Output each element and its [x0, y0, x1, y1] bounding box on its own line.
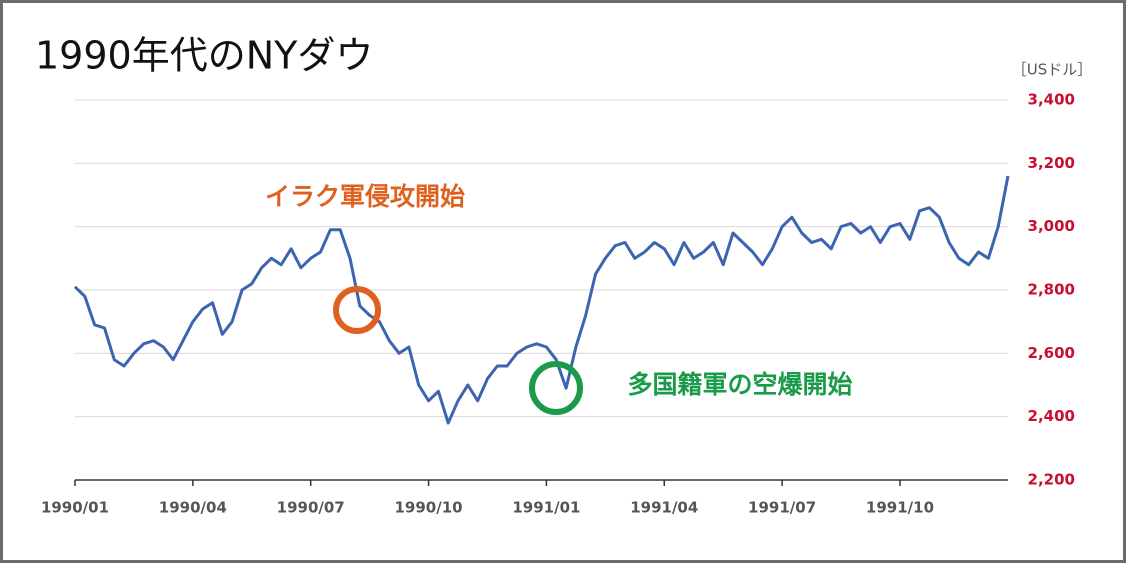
x-tick-label: 1991/01	[512, 499, 580, 517]
y-tick-label: 2,400	[1028, 407, 1075, 425]
y-tick-label: 2,800	[1028, 281, 1075, 299]
x-tick-label: 1991/04	[630, 499, 698, 517]
y-tick-label: 2,200	[1028, 471, 1075, 489]
x-tick-label: 1990/10	[395, 499, 463, 517]
annotation: 多国籍軍の空爆開始	[627, 370, 852, 399]
annotation-circle	[529, 361, 583, 415]
x-tick-label: 1990/07	[277, 499, 345, 517]
annotation-circle	[333, 286, 381, 334]
y-tick-label: 2,600	[1028, 344, 1075, 362]
x-tick-label: 1991/07	[748, 499, 816, 517]
line-series	[73, 175, 1010, 425]
x-tick-label: 1990/04	[159, 499, 227, 517]
y-tick-label: 3,000	[1028, 217, 1075, 235]
annotation: イラク軍侵攻開始	[265, 182, 465, 211]
y-tick-label: 3,200	[1028, 154, 1075, 172]
chart-title: 1990年代のNYダウ	[35, 34, 373, 78]
y-tick-label: 3,400	[1028, 91, 1075, 109]
y-axis-label: ［USドル］	[1012, 61, 1093, 79]
x-tick-label: 1990/01	[41, 499, 109, 517]
x-tick-label: 1991/10	[866, 499, 934, 517]
